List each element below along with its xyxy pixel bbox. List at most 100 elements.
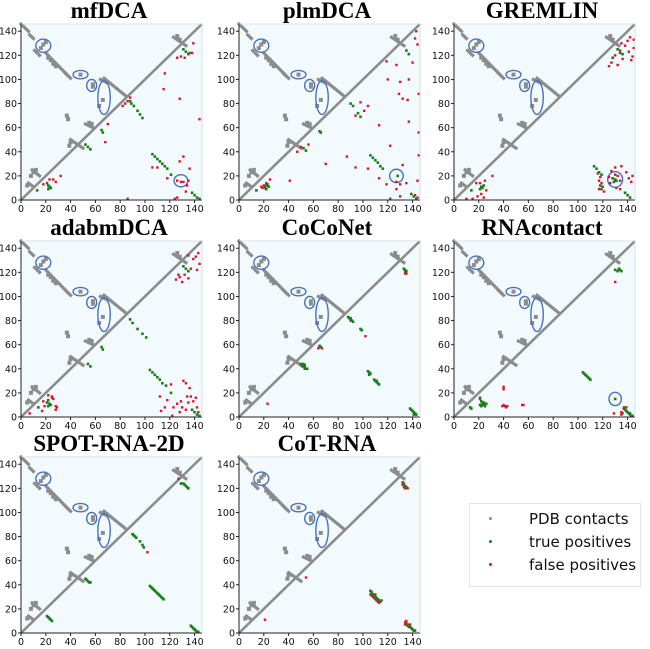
- true-positive-point: [134, 536, 138, 540]
- false-positive-point: [398, 80, 402, 84]
- annotation-ellipse: [505, 69, 522, 80]
- pdb-contact-point: [285, 576, 290, 581]
- true-positive-point: [375, 379, 378, 383]
- true-positive-point: [187, 487, 190, 490]
- pdb-contact-point: [90, 515, 95, 520]
- true-positive-point: [621, 52, 624, 56]
- false-positive-point: [195, 406, 199, 409]
- false-positive-point: [299, 145, 303, 149]
- y-tick-label: 100: [433, 292, 450, 303]
- pdb-contact-segment: [281, 288, 291, 298]
- x-tick-label: 80: [114, 637, 126, 648]
- pdb-contact-point: [393, 467, 398, 472]
- true-positive-point: [46, 404, 50, 408]
- false-positive-point: [52, 397, 55, 401]
- false-positive-point: [184, 408, 188, 411]
- true-positive-point: [483, 404, 487, 408]
- y-tick-label: 20: [5, 604, 17, 615]
- pdb-contact-point: [41, 259, 46, 264]
- x-tick-label: 120: [379, 204, 397, 215]
- pdb-contact-point: [261, 40, 266, 45]
- true-positive-point: [349, 316, 352, 320]
- false-positive-point: [397, 92, 401, 96]
- false-positive-point: [627, 50, 631, 53]
- x-tick-label: 140: [185, 421, 203, 432]
- false-positive-point: [609, 181, 612, 185]
- y-tick-label: 60: [438, 340, 450, 351]
- pdb-contact-point: [474, 42, 479, 47]
- false-positive-point: [416, 43, 419, 46]
- false-positive-point: [172, 406, 175, 409]
- contact-map-plot: 0 20 40 60 80 100 120 140 0 20 40 60 80 100 120 140: [0, 238, 204, 432]
- annotation-ellipse: [97, 512, 111, 549]
- pdb-contact-point: [395, 470, 400, 475]
- true-positive-point: [255, 189, 258, 192]
- y-tick-label: 140: [433, 27, 450, 38]
- true-positive-point: [86, 362, 90, 366]
- y-tick-label: 120: [218, 268, 235, 279]
- pdb-contact-point: [511, 72, 516, 77]
- false-positive-point: [413, 37, 417, 40]
- false-positive-point: [324, 162, 327, 166]
- false-positive-point: [626, 39, 629, 43]
- pdb-contact-point: [87, 337, 92, 342]
- true-positive-point: [484, 402, 488, 406]
- false-positive-point: [166, 177, 169, 180]
- true-positive-point: [45, 401, 49, 404]
- true-positive-point: [369, 589, 372, 593]
- pdb-contact-point: [481, 58, 486, 63]
- y-tick-label: 0: [11, 629, 17, 640]
- true-positive-point: [405, 49, 408, 52]
- diagonal-line: [453, 23, 636, 201]
- annotation-ellipse: [35, 471, 52, 487]
- pdb-contact-point: [31, 603, 36, 608]
- false-positive-point: [405, 181, 408, 185]
- false-positive-point: [288, 179, 292, 182]
- pdb-contact-point: [474, 259, 479, 264]
- y-tick-label: 80: [223, 316, 235, 327]
- false-positive-point: [197, 251, 200, 255]
- pdb-contact-point: [53, 497, 58, 502]
- false-positive-point: [405, 619, 408, 623]
- x-tick-label: 60: [89, 421, 101, 432]
- pdb-contact-point: [610, 254, 615, 259]
- x-tick-label: 140: [403, 204, 421, 215]
- pdb-contact-point: [497, 330, 502, 335]
- false-positive-point: [188, 386, 191, 390]
- pdb-contact-point: [78, 289, 83, 294]
- y-tick-label: 100: [218, 75, 235, 86]
- x-tick-label: 100: [136, 204, 154, 215]
- false-positive-point: [189, 267, 193, 270]
- false-positive-point: [42, 400, 45, 403]
- pdb-contact-point: [318, 97, 323, 102]
- contact-map-panel: 0 20 40 60 80 100 120 140 0 20 40 60 80 100 120 140 RNAc…: [433, 215, 650, 433]
- pdb-contact-segment: [460, 32, 469, 41]
- false-positive-point: [194, 396, 198, 399]
- true-positive-point: [612, 180, 616, 184]
- pdb-contact-point: [266, 275, 271, 280]
- pdb-contact-point: [308, 299, 313, 304]
- annotation-ellipse: [253, 38, 270, 54]
- true-positive-point: [412, 195, 416, 198]
- pdb-contact-point: [64, 113, 69, 118]
- pdb-contact-segment: [465, 48, 475, 58]
- pdb-contact-point: [177, 37, 182, 42]
- false-positive-point: [417, 131, 420, 134]
- annotation-ellipse: [530, 296, 544, 333]
- pdb-contact-point: [458, 400, 463, 405]
- y-tick-label: 20: [5, 388, 17, 399]
- pdb-contact-segment: [501, 137, 519, 151]
- legend-item-pdb-contacts: PDB contacts: [470, 508, 640, 530]
- pdb-contact-segment: [460, 249, 469, 258]
- false-positive-point: [502, 385, 505, 389]
- y-tick-label: 60: [223, 123, 235, 134]
- pdb-contact-point: [33, 600, 38, 605]
- pdb-contact-point: [246, 606, 251, 611]
- pdb-contact-point: [486, 281, 491, 286]
- pdb-contact-point: [66, 117, 71, 122]
- true-positive-point: [598, 184, 602, 187]
- false-positive-point: [176, 196, 179, 199]
- true-positives-marker-icon: [489, 540, 492, 543]
- pdb-contact-point: [25, 616, 30, 621]
- x-tick-label: 120: [594, 204, 612, 215]
